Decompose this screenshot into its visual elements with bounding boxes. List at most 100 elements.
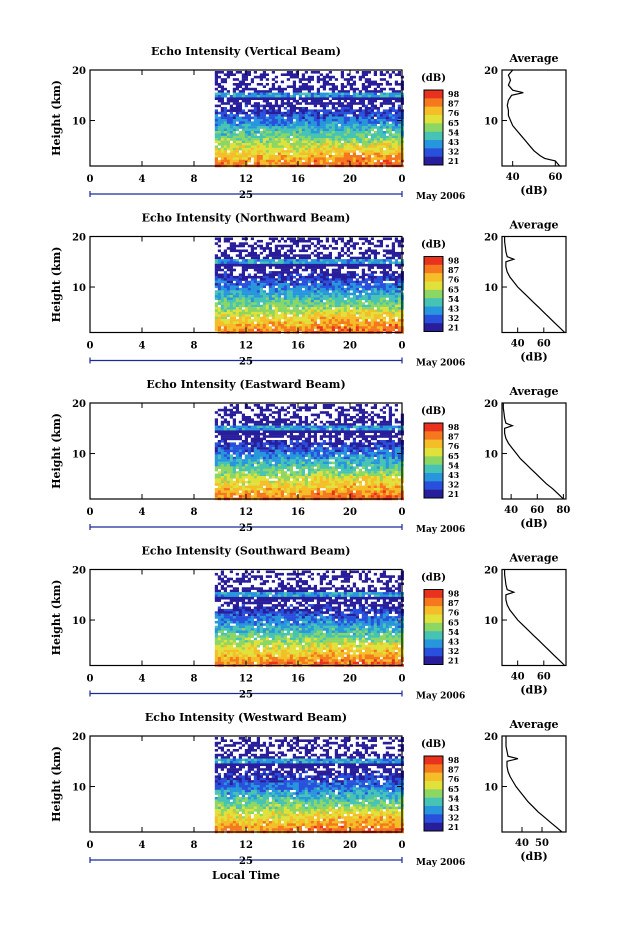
heatmap-cell (301, 328, 305, 332)
heatmap-cell (253, 404, 257, 407)
heatmap-cell (379, 423, 383, 426)
heatmap-cell (253, 299, 257, 303)
heatmap-cell (232, 162, 236, 165)
heatmap-cell (283, 299, 287, 303)
heatmap-cell (319, 323, 323, 327)
heatmap-cell (298, 80, 302, 84)
heatmap-cell (304, 150, 308, 153)
heatmap-cell (331, 404, 335, 407)
heatmap-cell (301, 311, 305, 315)
heatmap-cell (283, 107, 287, 110)
heatmap-cell (304, 430, 308, 433)
heatmap-cell (331, 111, 335, 115)
heatmap-cell (280, 326, 284, 329)
heatmap-cell (310, 75, 314, 79)
heatmap-cell (268, 95, 272, 98)
heatmap-cell (256, 259, 260, 262)
heatmap-cell (370, 140, 374, 144)
heatmap-cell (238, 287, 242, 291)
colorbar-swatch (424, 140, 443, 149)
heatmap-cell (271, 328, 275, 332)
heatmap-cell (220, 304, 224, 308)
heatmap-cell (250, 133, 254, 136)
heatmap-cell (331, 263, 335, 267)
heatmap-cell (247, 275, 251, 279)
heatmap-cell (280, 104, 284, 108)
heatmap-cell (220, 119, 224, 122)
heatmap-cell (298, 254, 302, 257)
heatmap-cell (226, 143, 230, 146)
heatmap-cell (238, 162, 242, 165)
heatmap-cell (295, 131, 299, 134)
heatmap-cell (220, 423, 224, 426)
heatmap-cell (229, 268, 233, 272)
heatmap-cell (223, 109, 227, 112)
heatmap-cell (253, 126, 257, 129)
heatmap-cell (385, 92, 389, 96)
heatmap-cell (301, 297, 305, 301)
heatmap-cell (346, 275, 350, 279)
heatmap-cell (250, 251, 254, 255)
heatmap-cell (367, 121, 371, 124)
heatmap-cell (379, 328, 383, 332)
heatmap-cell (277, 278, 281, 281)
heatmap-cell (334, 239, 338, 243)
heatmap-cell (214, 319, 218, 322)
heatmap-cell (382, 319, 386, 322)
heatmap-cell (394, 290, 398, 293)
heatmap-cell (376, 259, 380, 262)
heatmap-cell (292, 316, 296, 320)
heatmap-cell (229, 249, 233, 253)
heatmap-cell (340, 321, 344, 325)
heatmap-cell (382, 406, 386, 409)
heatmap-cell (394, 143, 398, 146)
heatmap-cell (271, 104, 275, 108)
heatmap-cell (256, 309, 260, 313)
heatmap-cell (313, 435, 317, 438)
heatmap-cell (319, 123, 323, 127)
heatmap-cell (334, 408, 338, 412)
heatmap-cell (370, 135, 374, 139)
heatmap-cell (274, 109, 278, 112)
heatmap-cell (232, 278, 236, 281)
heatmap-cell (310, 242, 314, 245)
heatmap-cell (376, 97, 380, 100)
heatmap-cell (283, 126, 287, 129)
heatmap-cell (358, 444, 362, 448)
heatmap-cell (229, 437, 233, 441)
heatmap-cell (271, 304, 275, 308)
heatmap-cell (286, 123, 290, 127)
heatmap-cell (337, 316, 341, 320)
heatmap-cell (265, 297, 269, 301)
heatmap-cell (220, 309, 224, 313)
heatmap-cell (328, 162, 332, 165)
heatmap-cell (346, 138, 350, 141)
heatmap-cell (313, 249, 317, 253)
heatmap-cell (247, 261, 251, 265)
heatmap-cell (277, 425, 281, 429)
heatmap-cell (370, 128, 374, 132)
heatmap-cell (376, 314, 380, 317)
heatmap-cell (307, 128, 311, 132)
heatmap-cell (241, 152, 245, 156)
heatmap-cell (370, 406, 374, 409)
heatmap-cell (367, 155, 371, 158)
heatmap-cell (259, 162, 263, 165)
heatmap-cell (247, 263, 251, 267)
heatmap-cell (223, 143, 227, 146)
heatmap-cell (223, 80, 227, 84)
heatmap-cell (295, 314, 299, 317)
heatmap-cell (298, 323, 302, 327)
heatmap-cell (310, 425, 314, 429)
heatmap-cell (391, 316, 395, 320)
heatmap-cell (361, 95, 365, 98)
heatmap-cell (265, 247, 269, 250)
heatmap-cell (232, 432, 236, 436)
heatmap-cell (286, 287, 290, 291)
heatmap-cell (277, 133, 281, 136)
heatmap-cell (349, 102, 353, 105)
heatmap-cell (337, 90, 341, 93)
heatmap-cell (259, 425, 263, 429)
heatmap-cell (343, 119, 347, 122)
heatmap-cell (382, 428, 386, 431)
